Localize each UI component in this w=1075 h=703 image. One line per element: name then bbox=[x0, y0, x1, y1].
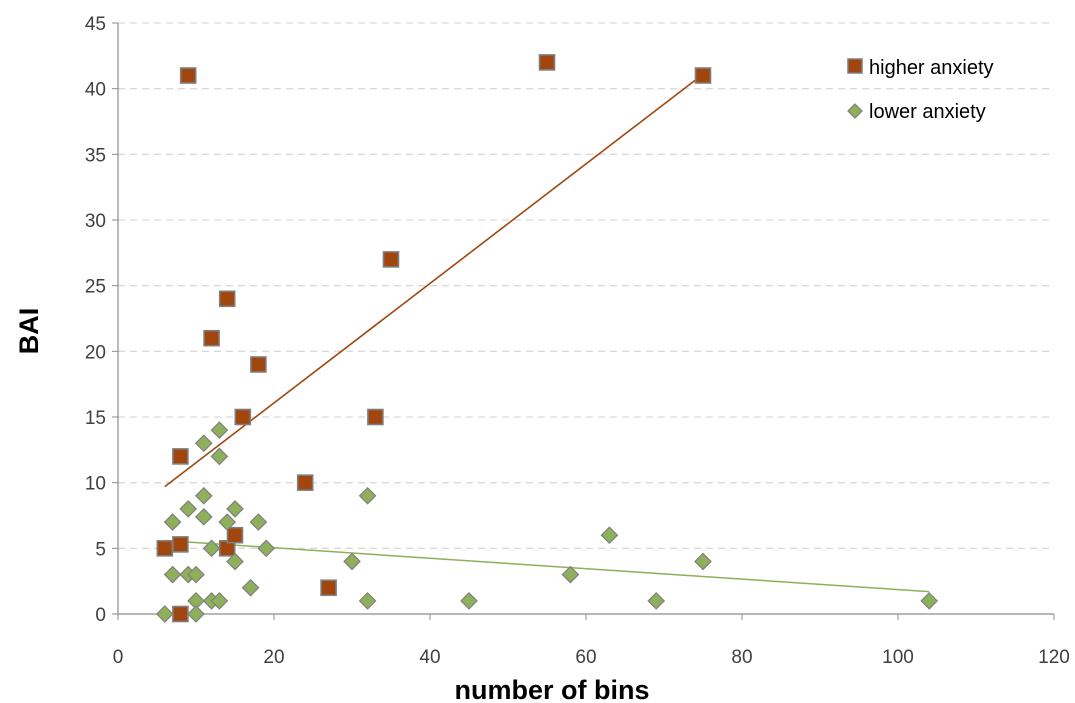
higher-anxiety-point bbox=[296, 474, 314, 491]
y-axis-title: BAI bbox=[14, 308, 44, 355]
lower-anxiety-trendline bbox=[164, 539, 930, 593]
lower-anxiety-point bbox=[343, 552, 361, 571]
higher-anxiety-point bbox=[382, 251, 400, 268]
higher-anxiety-point bbox=[320, 579, 337, 597]
lower-anxiety-point bbox=[163, 565, 182, 584]
legend-item-lower-anxiety: lower anxiety bbox=[847, 101, 986, 123]
x-tick-labels: 0 20 40 60 80 100 120 bbox=[113, 647, 1070, 668]
x-tick-label: 20 bbox=[263, 647, 284, 668]
lower-anxiety-point bbox=[358, 486, 377, 505]
y-tick-label: 0 bbox=[95, 605, 106, 626]
lower-anxiety-point bbox=[155, 605, 174, 623]
legend-diamond-marker bbox=[847, 103, 863, 119]
lower-anxiety-point bbox=[187, 565, 205, 584]
higher-anxiety-point bbox=[179, 67, 197, 84]
y-tick-label: 5 bbox=[95, 539, 106, 560]
x-tick-label: 80 bbox=[731, 647, 752, 668]
x-tick-label: 40 bbox=[419, 647, 440, 668]
y-tick-label: 40 bbox=[85, 80, 106, 101]
lower-anxiety-point bbox=[647, 592, 666, 610]
higher-anxiety-point bbox=[172, 605, 189, 623]
higher-anxiety-point bbox=[172, 536, 189, 553]
lower-anxiety-point bbox=[358, 592, 377, 610]
y-tick-label: 25 bbox=[85, 277, 106, 298]
lower-anxiety-point bbox=[218, 513, 237, 531]
higher-anxiety-point bbox=[234, 408, 252, 426]
higher-anxiety-point bbox=[367, 408, 384, 426]
legend-item-higher-anxiety: higher anxiety bbox=[847, 57, 994, 79]
lower-anxiety-point bbox=[694, 552, 712, 571]
lower-anxiety-point bbox=[179, 500, 198, 518]
x-tick-label: 120 bbox=[1038, 647, 1070, 668]
lower-anxiety-point bbox=[194, 486, 213, 505]
lower-anxiety-point bbox=[249, 513, 268, 531]
lower-anxiety-point bbox=[194, 507, 213, 526]
y-tick-label: 10 bbox=[85, 474, 106, 495]
x-axis-title: number of bins bbox=[455, 675, 650, 703]
lower-anxiety-point bbox=[210, 447, 229, 466]
higher-anxiety-point bbox=[250, 356, 267, 373]
higher-anxiety-point bbox=[694, 67, 712, 84]
y-tick-labels: 0 5 10 15 20 25 30 35 40 45 bbox=[85, 14, 106, 626]
y-tick-label: 35 bbox=[85, 145, 106, 166]
higher-anxiety-point bbox=[203, 329, 220, 347]
y-tick-label: 45 bbox=[85, 14, 106, 35]
lower-anxiety-point bbox=[460, 592, 478, 610]
higher-anxiety-trendline bbox=[164, 73, 704, 488]
lower-anxiety-point bbox=[194, 434, 213, 453]
x-tick-label: 0 bbox=[113, 647, 124, 668]
higher-anxiety-series bbox=[156, 54, 712, 623]
lower-anxiety-point bbox=[202, 539, 221, 558]
higher-anxiety-point bbox=[156, 540, 174, 557]
lower-anxiety-point bbox=[920, 592, 939, 610]
lower-anxiety-point bbox=[561, 565, 580, 584]
legend: higher anxiety lower anxiety bbox=[847, 57, 994, 123]
higher-anxiety-point bbox=[172, 448, 189, 465]
lower-anxiety-point bbox=[226, 552, 244, 571]
higher-anxiety-point bbox=[226, 526, 244, 544]
lower-anxiety-point bbox=[226, 500, 244, 518]
lower-anxiety-point bbox=[210, 421, 229, 439]
higher-anxiety-point bbox=[218, 290, 236, 308]
higher-anxiety-point bbox=[538, 54, 556, 71]
gridlines bbox=[118, 22, 1054, 549]
legend-label-higher-anxiety: higher anxiety bbox=[869, 57, 994, 79]
y-tick-label: 20 bbox=[85, 342, 106, 363]
axes bbox=[112, 22, 1055, 620]
data-points bbox=[155, 54, 939, 623]
lower-anxiety-point bbox=[257, 539, 276, 558]
lower-anxiety-series bbox=[155, 421, 939, 623]
y-tick-label: 30 bbox=[85, 211, 106, 232]
legend-square-marker bbox=[847, 58, 863, 74]
lower-anxiety-point bbox=[600, 526, 619, 545]
x-tick-label: 60 bbox=[575, 647, 596, 668]
lower-anxiety-point bbox=[163, 513, 182, 531]
legend-label-lower-anxiety: lower anxiety bbox=[869, 101, 986, 123]
trendlines bbox=[164, 73, 930, 593]
x-tick-label: 100 bbox=[882, 647, 914, 668]
y-tick-label: 15 bbox=[85, 408, 106, 429]
lower-anxiety-point bbox=[187, 605, 205, 623]
lower-anxiety-point bbox=[241, 578, 260, 597]
lower-anxiety-point bbox=[210, 592, 229, 610]
